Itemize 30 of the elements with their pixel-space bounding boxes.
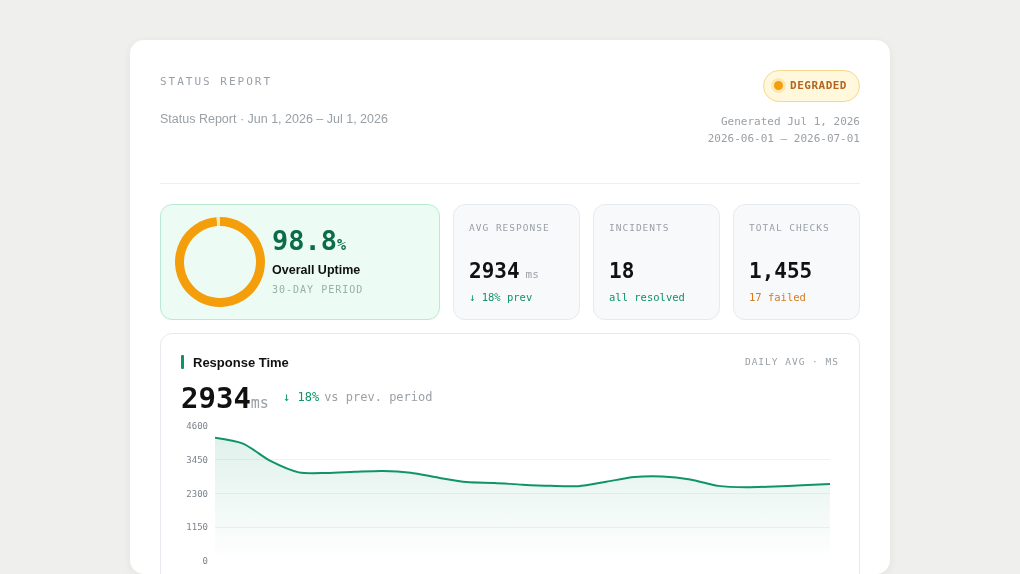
y-tick-label: 3450 <box>186 454 208 465</box>
text: 2026-06-01 — 2026-07-01 <box>707 132 860 145</box>
text: all resolved <box>609 291 685 303</box>
text: INCIDENTS <box>609 222 670 233</box>
y-tick-label: 1150 <box>186 522 208 533</box>
text: vs prev. period <box>324 390 433 404</box>
text: AVG RESPONSE <box>469 222 550 233</box>
text: Overall Uptime <box>272 263 361 277</box>
text: 18 <box>609 259 635 283</box>
text: ms <box>250 394 269 412</box>
text: STATUS REPORT <box>160 75 273 88</box>
data-label: 98.8% <box>272 225 347 256</box>
text: 17 failed <box>749 291 806 303</box>
donut-slice <box>175 217 265 307</box>
text: ms <box>525 268 539 281</box>
text: Status Report · Jun 1, 2026 – Jul 1, 2026 <box>160 112 388 126</box>
text: 30-DAY PERIOD <box>272 284 364 295</box>
text: DEGRADED <box>763 70 860 102</box>
text: 2934 <box>469 259 520 283</box>
y-tick-label: 4600 <box>186 421 208 432</box>
chart-title: Response Time <box>193 355 289 370</box>
text: ↓ 18% <box>283 390 320 404</box>
text: ↓ 18% prev <box>469 291 533 303</box>
text: 1,455 <box>749 259 813 283</box>
donut-slice <box>216 217 220 227</box>
chart-subtitle: DAILY AVG · MS <box>744 356 839 367</box>
text: TOTAL CHECKS <box>749 222 830 233</box>
y-tick-label: 0 <box>202 556 208 567</box>
text: Generated Jul 1, 2026 <box>720 115 860 128</box>
y-tick-label: 2300 <box>186 488 208 499</box>
